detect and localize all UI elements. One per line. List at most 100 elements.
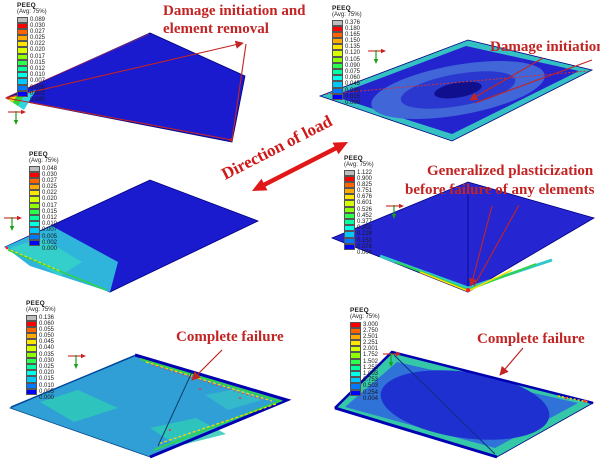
legend-swatch [29,208,40,215]
legend-swatch [350,333,361,341]
legend-row: 0.135 [332,44,362,51]
legend-row: 0.120 [332,50,362,57]
legend-value: 0.900 [357,175,373,182]
legend-swatch [344,225,355,232]
legend-value: 0.825 [357,181,373,188]
legend-value: 0.004 [357,249,373,256]
legend-value: 0.030 [345,87,361,94]
legend-row: 0.377 [344,219,374,226]
legend-value: 0.012 [30,66,46,72]
legend-row: 0.004 [350,396,380,402]
annotation-plasticization-line1: Generalized plasticization [427,163,594,179]
legend-row: 0.136 [26,314,56,321]
legend-swatch [29,165,40,172]
legend-subtitle: (Avg: 75%) [350,314,380,320]
legend-value: 0.030 [39,357,55,364]
legend-swatch [17,72,28,79]
legend-row: 0.055 [26,326,56,334]
legend-row: 0.025 [29,184,59,191]
legend-value: 0.055 [39,326,55,333]
legend-swatch [350,358,361,365]
legend-swatch [350,327,361,334]
legend-row: 0.376 [332,19,362,26]
legend-value: 1.502 [363,358,379,365]
legend-scale: 0.048 0.030 0.027 0.025 0.022 0.020 0.017 0.015… [29,165,59,253]
annotation-arrow-damage-removal [5,40,247,141]
legend-row: 0.020 [29,196,59,203]
legend-value: 0.020 [42,196,58,203]
legend-row: 0.060 [26,320,56,327]
legend-swatch [332,19,343,26]
legend-value: 0.078 [357,243,373,250]
legend-value: 0.753 [363,377,379,384]
peeq-legend-top-left: PEEQ (Avg: 75%) 0.089 0.030 0.027 0.025 0.02… [17,2,47,103]
legend-row: 0.002 [29,239,59,246]
view-triad-icon [386,203,404,219]
legend-swatch [17,84,28,91]
legend-title: PEEQ [350,307,369,314]
legend-value: 0.020 [30,47,46,54]
legend-value: 0.150 [345,38,361,45]
legend-value: 0.007 [30,78,46,85]
legend-row: 0.002 [17,90,47,97]
legend-value: 0.075 [345,69,361,75]
annotation-damage-initiation: Damage initiation [490,39,600,55]
legend-swatch [17,59,28,66]
legend-swatch [29,184,40,191]
legend-value: 0.005 [42,233,58,240]
legend-value: 0.007 [42,227,58,234]
legend-subtitle: (Avg: 75%) [344,162,374,168]
legend-row: 0.503 [350,383,380,390]
legend-scale: 0.136 0.060 0.055 0.050 0.045 0.040 0.035 0.030… [26,314,56,402]
legend-row: 0.078 [344,243,374,250]
plate-bottom-right [334,350,595,459]
legend-swatch [17,16,28,23]
legend-row: 0.040 [26,345,56,352]
legend-value: 0.030 [42,171,58,178]
legend-value: 0.040 [39,345,55,352]
annotation-plasticization-line2: before failure of any elements [405,182,595,198]
legend-value: 0.022 [30,41,46,48]
legend-swatch [350,377,361,384]
legend-row: 0.027 [17,28,47,36]
annotation-damage-removal-line2: element removal [163,21,269,37]
legend-value: 0.012 [42,215,58,221]
plate-bottom-left [8,353,292,459]
legend-row: 0.030 [17,22,47,29]
legend-swatch [344,200,355,207]
legend-swatch [29,190,40,197]
legend-value: 0.228 [357,231,373,238]
legend-value: 0.452 [357,212,373,219]
legend-value: 0.060 [345,75,361,82]
legend-row: 0.007 [29,227,59,234]
legend-swatch [26,339,37,346]
legend-value: 0.017 [42,202,58,209]
legend-swatch [29,221,40,228]
annotation-arrow-plasticization [468,204,520,287]
legend-value: 0.002 [30,90,46,97]
legend-swatch [29,177,40,185]
legend-swatch [332,38,343,45]
legend-value: 0.025 [39,364,55,370]
legend-row: 2.750 [350,327,380,334]
legend-row: 0.015 [29,208,59,215]
legend-row: 0.020 [26,370,56,377]
legend-value: 0.120 [345,50,361,57]
legend-row: 2.501 [350,333,380,341]
legend-row: 0.015 [26,376,56,383]
view-triad-icon [368,48,386,64]
legend-swatch [332,62,343,69]
legend-row: 0.045 [26,339,56,346]
legend-row: 0.045 [332,81,362,88]
legend-swatch [26,320,37,327]
legend-value: 0.025 [30,35,46,42]
legend-value: 2.750 [363,327,379,334]
peeq-legend-bottom-right: PEEQ (Avg: 75%) 3.000 2.750 2.501 2.251 2.00… [350,307,380,402]
legend-subtitle: (Avg: 75%) [17,9,47,15]
legend-value: 1.752 [363,352,379,359]
peeq-legend-bottom-left: PEEQ (Avg: 75%) 0.136 0.060 0.055 0.050 0.04… [26,300,56,401]
legend-swatch [26,345,37,352]
legend-value: 0.153 [357,237,373,244]
legend-swatch [26,388,37,395]
